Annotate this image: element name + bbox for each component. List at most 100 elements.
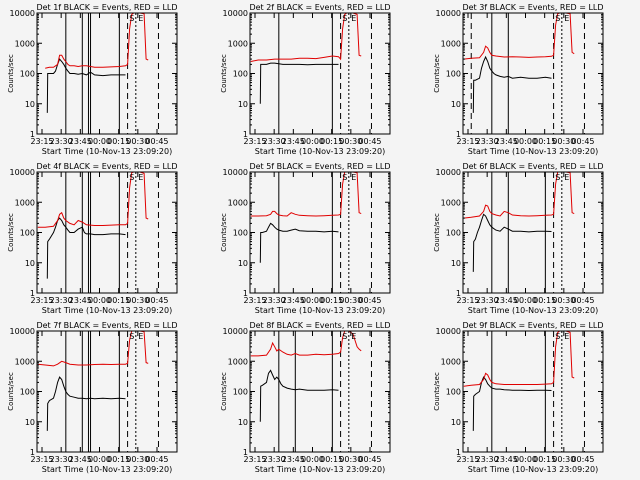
marker-e-label: E: [351, 173, 356, 182]
y-tick-label: 10000: [436, 168, 461, 177]
x-tick-label: 00:15: [533, 137, 556, 146]
panel-title: Det 9f BLACK = Events, RED = LLD: [462, 321, 603, 330]
x-tick-label: 23:45: [282, 137, 305, 146]
x-tick-label: 23:45: [69, 296, 92, 305]
y-tick-label: 100: [20, 70, 35, 79]
x-tick-label: 00:00: [514, 455, 537, 464]
events-series-line: [259, 62, 339, 104]
panel-title: Det 7f BLACK = Events, RED = LLD: [36, 321, 177, 330]
y-tick-label: 10: [25, 100, 35, 109]
x-tick-label: 00:30: [126, 296, 149, 305]
events-series-line: [259, 222, 339, 263]
x-tick-label: 00:15: [107, 296, 130, 305]
y-axis-label: Counts/sec: [220, 54, 228, 93]
y-tick-label: 10000: [10, 168, 35, 177]
x-tick-label: 00:00: [301, 137, 324, 146]
y-tick-label: 100: [233, 388, 248, 397]
marker-s-label: S: [129, 14, 134, 23]
x-tick-label: 23:45: [282, 296, 305, 305]
x-tick-label: 23:15: [243, 455, 266, 464]
y-tick-label: 1: [243, 289, 248, 298]
y-tick-label: 1000: [15, 198, 35, 207]
x-tick-label: 00:00: [301, 455, 324, 464]
marker-s-label: S: [129, 332, 134, 341]
y-tick-label: 100: [446, 388, 461, 397]
x-tick-label: 23:30: [263, 296, 286, 305]
y-tick-label: 1000: [441, 39, 461, 48]
y-tick-label: 1: [456, 130, 461, 139]
x-tick-label: 00:30: [126, 137, 149, 146]
panel-det-6: S E Det 6f BLACK = Events, RED = LLD 1 10 100…: [433, 162, 604, 315]
y-tick-label: 100: [233, 70, 248, 79]
panel-title: Det 5f BLACK = Events, RED = LLD: [249, 162, 390, 171]
marker-e-label: E: [138, 332, 143, 341]
marker-e-label: E: [564, 332, 569, 341]
x-tick-label: 00:30: [339, 296, 362, 305]
plot-frame: [462, 12, 604, 135]
x-tick-label: 00:45: [571, 296, 594, 305]
x-axis-label: Start Time (10-Nov-13 23:09:20): [255, 465, 385, 474]
y-axis-label: Counts/sec: [7, 213, 15, 252]
y-tick-label: 100: [20, 388, 35, 397]
x-tick-label: 23:15: [30, 137, 53, 146]
x-tick-label: 00:30: [552, 296, 575, 305]
panel-det-7: S E Det 7f BLACK = Events, RED = LLD 1 10 100…: [7, 321, 178, 474]
x-tick-label: 00:30: [126, 455, 149, 464]
x-axis-label: Start Time (10-Nov-13 23:09:20): [42, 306, 172, 315]
x-tick-label: 00:30: [339, 137, 362, 146]
x-axis-label: Start Time (10-Nov-13 23:09:20): [42, 465, 172, 474]
x-tick-label: 23:45: [495, 455, 518, 464]
marker-e-label: E: [351, 14, 356, 23]
y-tick-label: 10000: [223, 168, 248, 177]
x-tick-label: 00:15: [320, 455, 343, 464]
x-tick-label: 23:15: [30, 455, 53, 464]
y-tick-label: 1: [456, 448, 461, 457]
y-tick-label: 1000: [441, 198, 461, 207]
y-tick-label: 1: [30, 130, 35, 139]
y-axis-label: Counts/sec: [220, 372, 228, 411]
marker-s-label: S: [555, 173, 560, 182]
marker-e-label: E: [351, 332, 356, 341]
x-tick-label: 23:45: [495, 137, 518, 146]
marker-s-label: S: [342, 173, 347, 182]
y-tick-label: 10: [25, 259, 35, 268]
y-tick-label: 10000: [10, 327, 35, 336]
y-tick-label: 1: [30, 448, 35, 457]
x-tick-label: 23:45: [282, 455, 305, 464]
x-tick-label: 23:15: [30, 296, 53, 305]
y-tick-label: 100: [233, 229, 248, 238]
y-tick-label: 10: [238, 259, 248, 268]
x-axis-label: Start Time (10-Nov-13 23:09:20): [468, 465, 598, 474]
y-tick-label: 10000: [223, 327, 248, 336]
y-tick-label: 10: [25, 418, 35, 427]
y-tick-label: 1: [30, 289, 35, 298]
x-tick-label: 00:45: [358, 137, 381, 146]
marker-s-label: S: [555, 332, 560, 341]
y-tick-label: 1: [456, 289, 461, 298]
events-series-line: [46, 58, 126, 113]
x-tick-label: 00:00: [514, 137, 537, 146]
x-tick-label: 23:30: [263, 455, 286, 464]
y-tick-label: 10: [238, 418, 248, 427]
plot-frame: [36, 12, 178, 135]
marker-s-label: S: [342, 14, 347, 23]
x-axis-label: Start Time (10-Nov-13 23:09:20): [468, 147, 598, 156]
y-axis-label: Counts/sec: [7, 54, 15, 93]
y-tick-label: 1: [243, 130, 248, 139]
panel-title: Det 2f BLACK = Events, RED = LLD: [249, 3, 390, 12]
y-tick-label: 10: [451, 418, 461, 427]
x-tick-label: 23:15: [456, 296, 479, 305]
x-tick-label: 00:00: [88, 296, 111, 305]
y-axis-label: Counts/sec: [220, 213, 228, 252]
x-tick-label: 00:30: [339, 455, 362, 464]
x-tick-label: 23:15: [243, 296, 266, 305]
marker-s-label: S: [555, 14, 560, 23]
panel-det-3: S E Det 3f BLACK = Events, RED = LLD 1 10 100…: [433, 3, 604, 156]
x-tick-label: 23:45: [69, 137, 92, 146]
y-tick-label: 10000: [436, 9, 461, 18]
marker-s-label: S: [342, 332, 347, 341]
y-tick-label: 1000: [15, 39, 35, 48]
y-axis-label: Counts/sec: [433, 372, 441, 411]
x-tick-label: 00:45: [145, 296, 168, 305]
